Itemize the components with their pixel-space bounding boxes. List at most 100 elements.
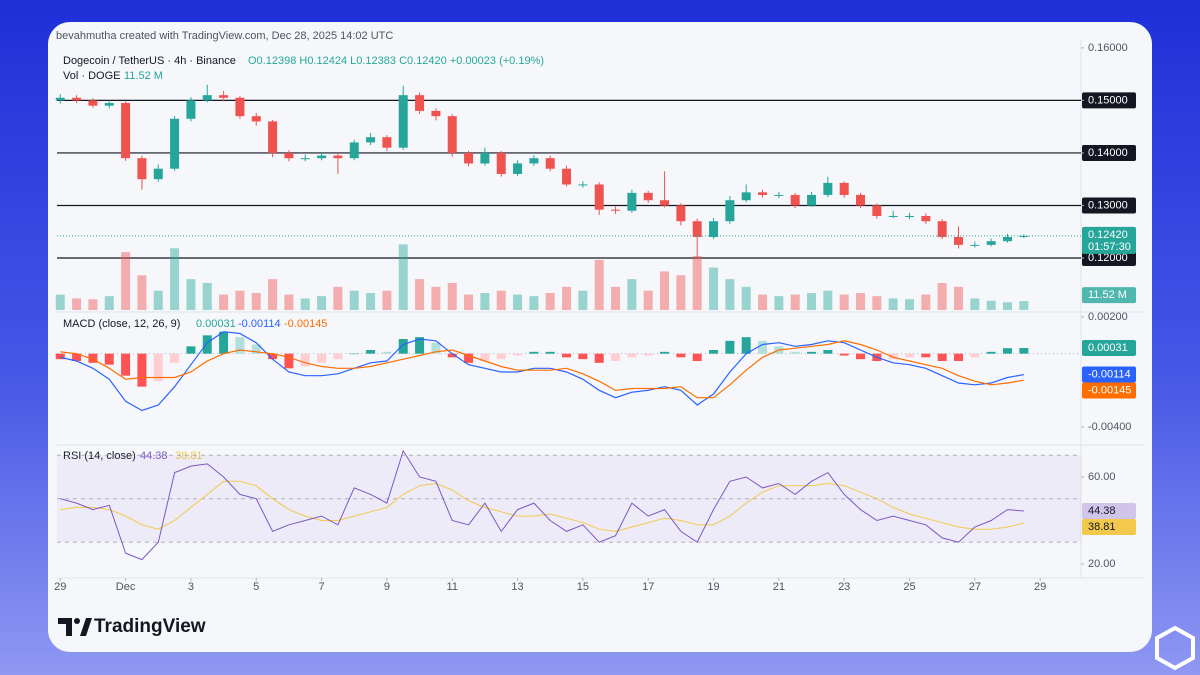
macd-histogram-bar (349, 353, 359, 355)
macd-histogram-bar (268, 353, 278, 360)
x-tick-label: 11 (447, 581, 458, 593)
y-tick-label: -0.00400 (1088, 421, 1131, 433)
volume-bar (480, 293, 490, 310)
candle-body (464, 152, 474, 164)
candle-body (55, 97, 65, 101)
price-line-box (1082, 197, 1136, 214)
candle-body (888, 215, 898, 217)
volume-bar (464, 294, 474, 310)
macd-histogram-bar (709, 350, 719, 354)
macd-histogram-bar (235, 337, 245, 354)
candle-body (170, 118, 180, 169)
volume-bar (398, 244, 408, 310)
brand-logo (58, 618, 92, 636)
volume-bar (366, 293, 376, 310)
volume-bar (627, 279, 637, 310)
candle-body (513, 163, 523, 174)
candle-body (578, 184, 588, 186)
candle-body (431, 110, 441, 117)
macd-histogram-bar (545, 351, 555, 354)
macd-histogram-bar (333, 353, 343, 360)
x-tick-label: 5 (253, 581, 259, 593)
volume-bar (1019, 301, 1029, 310)
candle-body (970, 244, 980, 246)
volume-last: 11.52 M (124, 70, 163, 82)
countdown: 01:57:30 (1088, 241, 1131, 253)
macd-histogram-bar (839, 353, 849, 356)
rsi-line (60, 480, 1024, 532)
macd-legend-hist: 0.00031 (196, 318, 236, 330)
macd-histogram-bar (415, 337, 425, 354)
rsi-legend-rsi: 44.38 (140, 450, 168, 462)
macd-histogram-bar (153, 353, 163, 382)
macd-histogram-bar (937, 353, 947, 361)
card (48, 22, 1152, 652)
y-tick-label: 20.00 (1088, 558, 1116, 570)
rsi-line (60, 449, 1024, 561)
candle-body (219, 95, 229, 98)
volume-bar (55, 294, 65, 310)
ohlc: O0.12398 H0.12424 L0.12383 C0.12420 +0.0… (248, 55, 544, 67)
x-tick-label: 15 (577, 581, 589, 593)
candle-body (496, 152, 506, 174)
axis-value-box (1082, 518, 1136, 535)
candle-body (856, 194, 866, 206)
volume-bar (578, 290, 588, 310)
candle-body (676, 205, 686, 222)
macd-histogram-bar (643, 353, 653, 356)
macd-line (60, 331, 1024, 412)
macd-histogram-bar (88, 353, 98, 363)
macd-histogram-bar (692, 353, 702, 361)
candle-body (611, 209, 621, 211)
candle-body (986, 241, 996, 245)
y-tick-label: 0.16000 (1088, 42, 1128, 54)
macd-histogram-bar (725, 340, 735, 354)
symbol-title: Dogecoin / TetherUS · 4h · Binance (63, 55, 236, 67)
volume-bar (235, 290, 245, 310)
volume-bar (104, 296, 114, 310)
macd-histogram-bar (186, 346, 196, 354)
macd-histogram-bar (823, 350, 833, 354)
candle-body (202, 95, 212, 101)
volume-bar (170, 248, 180, 310)
price-line-box (1082, 249, 1136, 266)
macd-legend-signal: -0.00145 (284, 318, 327, 330)
x-tick-label: 19 (707, 581, 719, 593)
volume-bar (72, 298, 82, 310)
volume-bar (284, 294, 294, 310)
macd-histogram-bar (137, 353, 147, 387)
y-tick-label: 0.15000 (1088, 94, 1128, 106)
candle-body (660, 200, 670, 206)
axis-value-box (1082, 366, 1136, 383)
candle-body (562, 168, 572, 185)
macd-histogram-bar (741, 337, 751, 354)
macd-histogram-bar (594, 353, 604, 363)
volume-bar (921, 294, 931, 310)
watermark: bevahmutha created with TradingView.com,… (56, 30, 393, 42)
volume-bar (513, 294, 523, 310)
macd-histogram-bar (513, 353, 523, 356)
volume-bar (611, 286, 621, 310)
price-line-box (1082, 92, 1136, 109)
candle-body (758, 192, 768, 195)
x-tick-label: 23 (838, 581, 850, 593)
volume-bar (268, 279, 278, 310)
volume-bar (872, 296, 882, 310)
macd-legend-macd: -0.00114 (238, 318, 281, 330)
macd-histogram-bar (431, 342, 441, 354)
volume-bar (202, 283, 212, 310)
x-tick-label: 13 (511, 581, 523, 593)
volume-axis-label: 11.52 M (1088, 289, 1127, 301)
rsi-legend: RSI (14, close) (63, 450, 136, 462)
volume-bar (545, 293, 555, 310)
brand: TradingView (94, 616, 206, 637)
candle-body (545, 158, 555, 169)
candle-body (333, 155, 343, 159)
volume-bar (121, 252, 131, 310)
macd-histogram-bar (888, 353, 898, 360)
macd-histogram-bar (921, 353, 931, 358)
macd-histogram-bar (202, 335, 212, 354)
x-tick-label: 29 (54, 581, 66, 593)
macd-histogram-bar (104, 353, 114, 365)
